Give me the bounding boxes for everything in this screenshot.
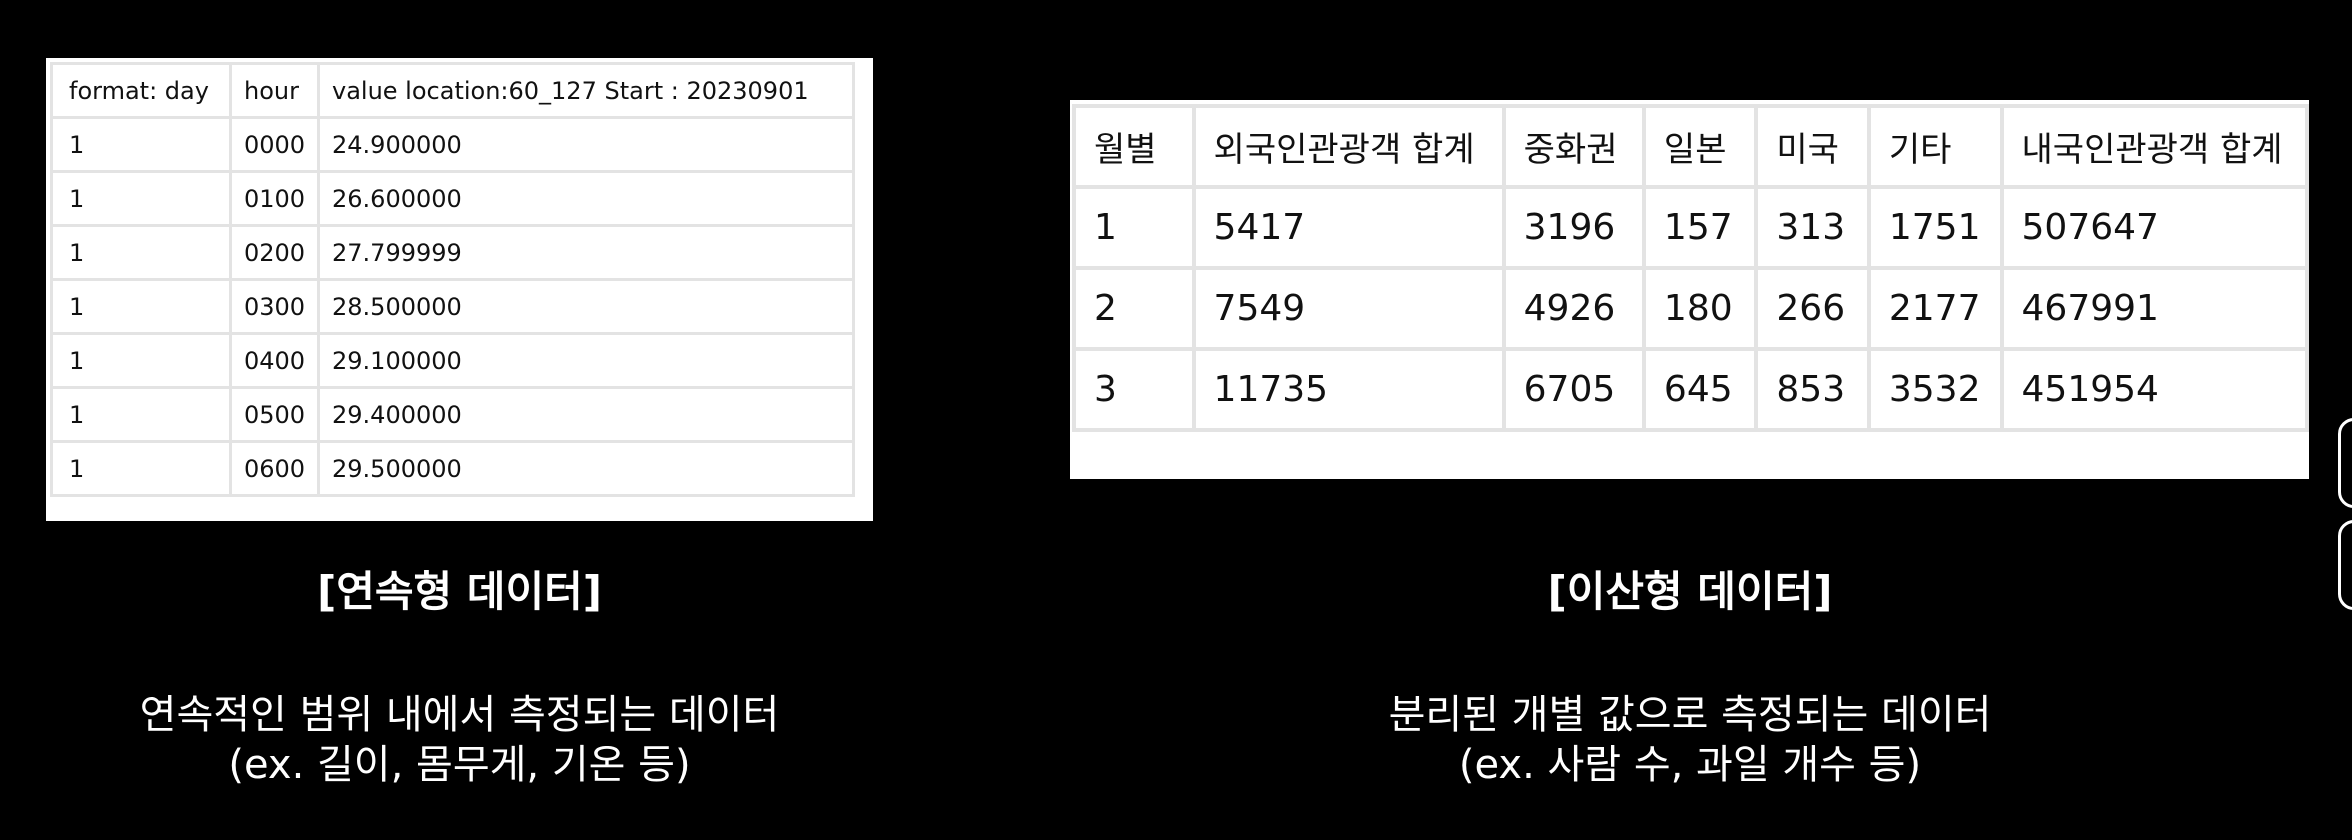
table-cell: 3196	[1501, 185, 1646, 270]
table-cell: 0400	[229, 332, 320, 389]
continuous-data-table-panel: format: day hour value location:60_127 S…	[46, 58, 873, 521]
table-cell: 3532	[1866, 347, 2004, 432]
table-cell: 7549	[1191, 266, 1506, 351]
table-cell: 0300	[229, 278, 320, 335]
table-cell: 4926	[1501, 266, 1646, 351]
description-line: (ex. 길이, 몸무게, 기온 등)	[228, 742, 691, 788]
table-header-cell: value location:60_127 Start : 20230901	[317, 62, 855, 119]
table-cell: 1	[50, 332, 232, 389]
table-cell: 157	[1641, 185, 1759, 270]
table-cell: 313	[1754, 185, 1871, 270]
edge-tab-upper[interactable]	[2338, 418, 2352, 508]
table-cell: 266	[1754, 266, 1871, 351]
table-row: 2 7549 4926 180 266 2177 467991	[1072, 266, 2309, 351]
table-cell: 1	[1072, 185, 1196, 270]
table-header-cell: 월별	[1072, 104, 1196, 189]
table-cell: 2177	[1866, 266, 2004, 351]
edge-tab-lower[interactable]	[2338, 520, 2352, 610]
continuous-data-title: [연속형 데이터]	[317, 567, 602, 616]
table-header-cell: 일본	[1641, 104, 1759, 189]
table-header-cell: hour	[229, 62, 320, 119]
table-row: 1 0600 29.500000	[50, 440, 855, 497]
table-cell: 29.500000	[317, 440, 855, 497]
description-line: 연속적인 범위 내에서 측정되는 데이터	[139, 692, 780, 738]
table-row: 1 0000 24.900000	[50, 116, 855, 173]
table-cell: 26.600000	[317, 170, 855, 227]
table-cell: 6705	[1501, 347, 1646, 432]
table-cell: 27.799999	[317, 224, 855, 281]
continuous-data-table: format: day hour value location:60_127 S…	[50, 62, 855, 497]
table-row: 1 5417 3196 157 313 1751 507647	[1072, 185, 2309, 270]
table-cell: 3	[1072, 347, 1196, 432]
table-header-cell: 내국인관광객 합계	[1999, 104, 2309, 189]
discrete-data-table: 월별 외국인관광객 합계 중화권 일본 미국 기타 내국인관광객 합계 1 54…	[1072, 104, 2309, 432]
description-line: (ex. 사람 수, 과일 개수 등)	[1458, 742, 1922, 788]
table-cell: 5417	[1191, 185, 1506, 270]
table-header-row: format: day hour value location:60_127 S…	[50, 62, 855, 119]
table-cell: 11735	[1191, 347, 1506, 432]
table-header-cell: 미국	[1754, 104, 1871, 189]
table-cell: 467991	[1999, 266, 2309, 351]
description-line: 분리된 개별 값으로 측정되는 데이터	[1388, 692, 1992, 738]
table-cell: 0500	[229, 386, 320, 443]
table-cell: 2	[1072, 266, 1196, 351]
table-header-row: 월별 외국인관광객 합계 중화권 일본 미국 기타 내국인관광객 합계	[1072, 104, 2309, 189]
table-cell: 853	[1754, 347, 1871, 432]
table-row: 1 0500 29.400000	[50, 386, 855, 443]
table-cell: 1	[50, 386, 232, 443]
table-cell: 24.900000	[317, 116, 855, 173]
table-cell: 451954	[1999, 347, 2309, 432]
table-cell: 0200	[229, 224, 320, 281]
table-cell: 1	[50, 278, 232, 335]
continuous-data-description: 연속적인 범위 내에서 측정되는 데이터 (ex. 길이, 몸무게, 기온 등)	[46, 690, 873, 790]
table-cell: 645	[1641, 347, 1759, 432]
table-cell: 0000	[229, 116, 320, 173]
table-row: 1 0300 28.500000	[50, 278, 855, 335]
table-row: 1 0200 27.799999	[50, 224, 855, 281]
table-cell: 29.100000	[317, 332, 855, 389]
table-cell: 0600	[229, 440, 320, 497]
table-cell: 1	[50, 170, 232, 227]
discrete-data-description: 분리된 개별 값으로 측정되는 데이터 (ex. 사람 수, 과일 개수 등)	[1255, 690, 2125, 790]
table-row: 1 0400 29.100000	[50, 332, 855, 389]
table-cell: 0100	[229, 170, 320, 227]
table-row: 1 0100 26.600000	[50, 170, 855, 227]
table-cell: 1	[50, 116, 232, 173]
discrete-data-title: [이산형 데이터]	[1547, 567, 1833, 616]
table-cell: 1	[50, 440, 232, 497]
table-header-cell: 중화권	[1501, 104, 1646, 189]
table-header-cell: 기타	[1866, 104, 2004, 189]
discrete-data-table-panel: 월별 외국인관광객 합계 중화권 일본 미국 기타 내국인관광객 합계 1 54…	[1070, 100, 2309, 479]
table-cell: 1	[50, 224, 232, 281]
table-header-cell: 외국인관광객 합계	[1191, 104, 1506, 189]
table-cell: 29.400000	[317, 386, 855, 443]
table-cell: 507647	[1999, 185, 2309, 270]
table-header-cell: format: day	[50, 62, 232, 119]
table-cell: 28.500000	[317, 278, 855, 335]
table-cell: 1751	[1866, 185, 2004, 270]
table-row: 3 11735 6705 645 853 3532 451954	[1072, 347, 2309, 432]
table-cell: 180	[1641, 266, 1759, 351]
